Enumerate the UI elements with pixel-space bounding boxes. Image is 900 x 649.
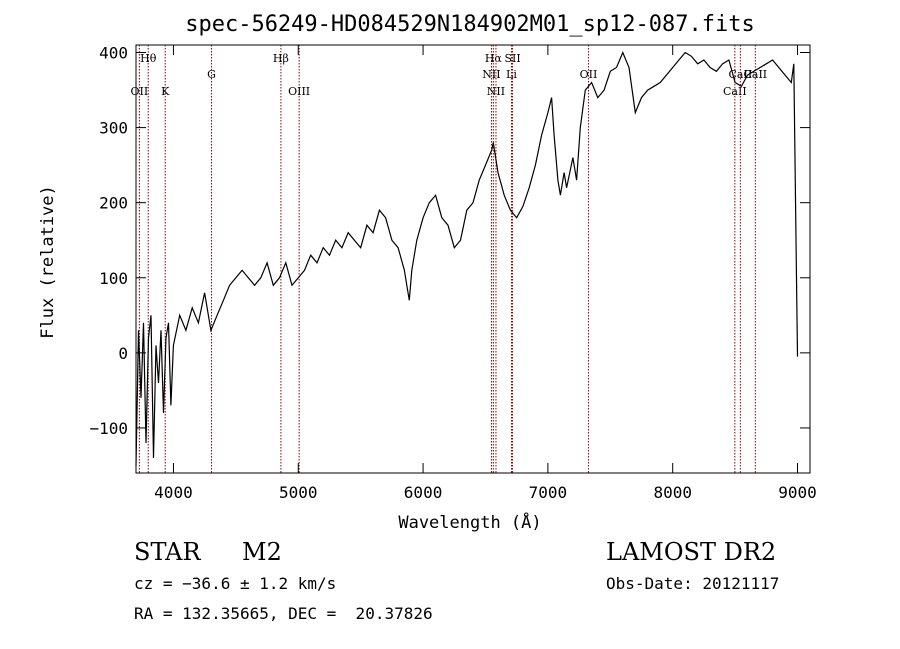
object-subclass: M2 — [242, 538, 282, 566]
y-tick-label: 100 — [99, 269, 128, 288]
spectral-line-label: NII — [487, 85, 505, 98]
spectrum-line — [135, 50, 799, 466]
survey-name: LAMOST DR2 — [606, 538, 777, 566]
x-axis-label: Wavelength (Å) — [398, 511, 541, 533]
y-tick-label: 200 — [99, 194, 128, 213]
spectral-line-label: OIII — [288, 85, 310, 98]
x-tick-label: 9000 — [778, 483, 817, 502]
spectral-line-label: Li — [506, 68, 517, 81]
x-tick-label: 6000 — [404, 483, 443, 502]
x-tick-label: 8000 — [653, 483, 692, 502]
y-tick-label: −100 — [89, 419, 128, 438]
spectral-line-label: OII — [580, 68, 598, 81]
spectral-line-label: K — [161, 85, 170, 98]
y-tick-label: 300 — [99, 119, 128, 138]
x-tick-label: 4000 — [154, 483, 193, 502]
obs-date-text: Obs-Date: 20121117 — [606, 574, 780, 593]
spectral-line-label: NII — [482, 68, 500, 81]
spectral-line-label: SII — [504, 52, 520, 65]
spectral-line-label: Hβ — [273, 52, 289, 65]
chart-title: spec-56249-HD084529N184902M01_sp12-087.f… — [185, 12, 755, 37]
y-tick-label: 400 — [99, 44, 128, 63]
coordinates-text: RA = 132.35665, DEC = 20.37826 — [134, 604, 433, 623]
plot-frame — [135, 44, 811, 474]
spectral-line-label: Hα — [485, 52, 503, 65]
x-tick-label: 5000 — [279, 483, 318, 502]
spectral-line-label: Hθ — [140, 52, 157, 65]
y-axis-label: Flux (relative) — [38, 185, 58, 339]
object-class: STAR — [134, 538, 201, 566]
spectral-line-label: OII — [131, 85, 149, 98]
spectral-line-label: CaII — [723, 85, 747, 98]
y-tick-label: 0 — [118, 344, 128, 363]
x-tick-label: 7000 — [529, 483, 568, 502]
redshift-text: cz = −36.6 ± 1.2 km/s — [134, 574, 337, 593]
spectral-line-label: G — [207, 68, 216, 81]
axes: 4000 5000 6000 7000 8000 9000 −100 0 100 200 300 40… — [89, 44, 816, 502]
spectral-line-label: CaII — [743, 68, 767, 81]
